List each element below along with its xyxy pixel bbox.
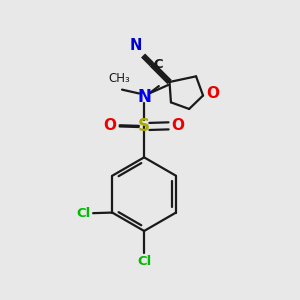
Text: S: S xyxy=(138,117,150,135)
Text: CH₃: CH₃ xyxy=(108,72,130,85)
Text: Cl: Cl xyxy=(137,255,151,268)
Text: O: O xyxy=(172,118,184,134)
Text: Cl: Cl xyxy=(76,207,91,220)
Text: C: C xyxy=(154,58,163,71)
Text: N: N xyxy=(137,88,151,106)
Text: N: N xyxy=(129,38,142,53)
Text: O: O xyxy=(206,86,219,101)
Text: O: O xyxy=(104,118,117,134)
